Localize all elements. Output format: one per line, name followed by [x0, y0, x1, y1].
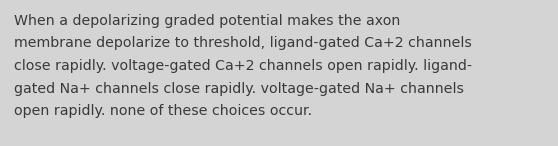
Text: close rapidly. voltage-gated Ca+2 channels open rapidly. ligand-: close rapidly. voltage-gated Ca+2 channe…	[14, 59, 472, 73]
Text: When a depolarizing graded potential makes the axon: When a depolarizing graded potential mak…	[14, 14, 401, 28]
Text: membrane depolarize to threshold, ligand-gated Ca+2 channels: membrane depolarize to threshold, ligand…	[14, 36, 472, 51]
Text: open rapidly. none of these choices occur.: open rapidly. none of these choices occu…	[14, 104, 312, 118]
Text: gated Na+ channels close rapidly. voltage-gated Na+ channels: gated Na+ channels close rapidly. voltag…	[14, 81, 464, 95]
